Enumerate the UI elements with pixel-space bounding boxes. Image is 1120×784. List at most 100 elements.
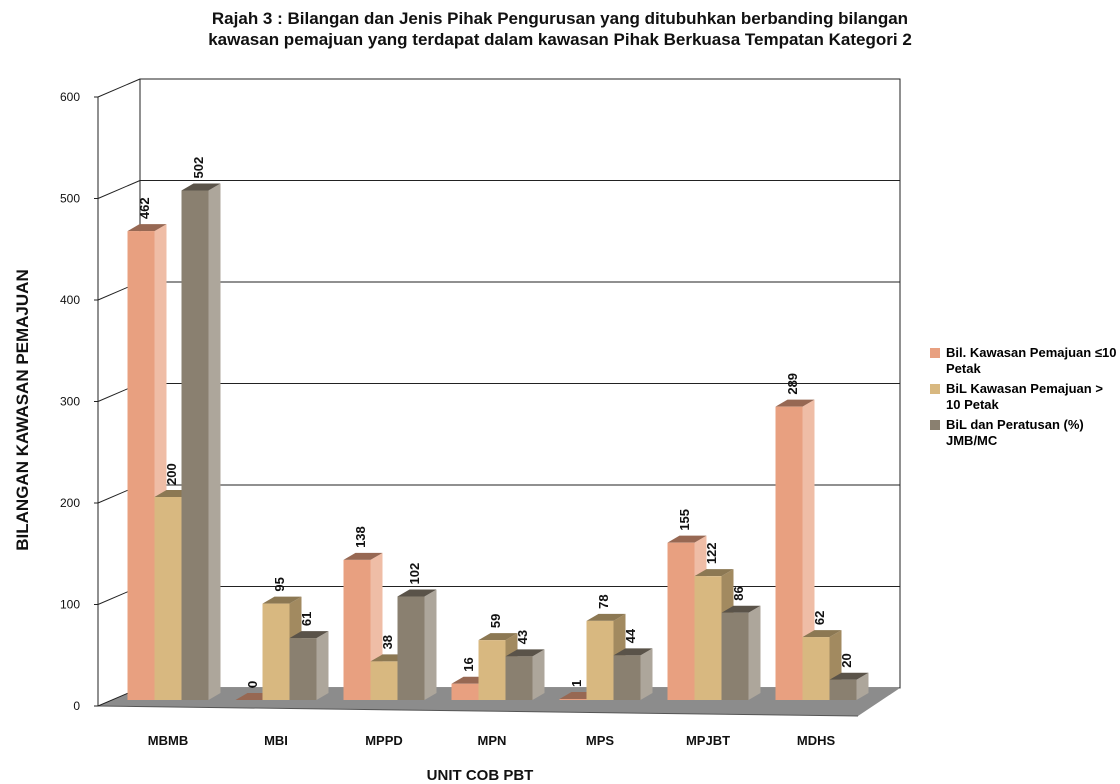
bar-side [640, 648, 653, 700]
bar-side [208, 183, 221, 701]
bar-front [667, 542, 695, 700]
bar [343, 552, 383, 700]
bar-front [613, 655, 641, 700]
bar-top [505, 649, 545, 657]
y-tick-label: 0 [73, 699, 80, 713]
y-tick-label: 200 [60, 496, 80, 510]
bar-front [181, 190, 209, 700]
legend-swatch [930, 348, 940, 358]
value-label: 102 [407, 563, 422, 585]
bar-side [424, 589, 437, 700]
bar-front [262, 603, 290, 700]
bar-front [343, 559, 371, 700]
x-tick-label: MPN [478, 733, 507, 748]
bar [397, 589, 437, 700]
bar [829, 672, 869, 700]
x-tick-label: MPS [586, 733, 615, 748]
bar [289, 631, 329, 700]
x-tick-label: MDHS [797, 733, 836, 748]
bar-front [154, 497, 182, 700]
bar-front [505, 656, 533, 700]
bar-front [802, 637, 830, 700]
bar-top [478, 633, 518, 641]
x-tick-label: MPPD [365, 733, 403, 748]
bar-side [802, 399, 815, 700]
bar-top [262, 596, 302, 604]
bar-front [829, 679, 857, 700]
bar [505, 649, 545, 700]
y-tick-label: 100 [60, 598, 80, 612]
value-label: 86 [731, 586, 746, 600]
value-label: 61 [299, 612, 314, 626]
value-label: 43 [515, 630, 530, 644]
bar-side [856, 672, 869, 700]
side-grid-line [97, 180, 141, 199]
bar-top [667, 535, 707, 543]
bar-top [127, 224, 167, 232]
bar-top [721, 605, 761, 613]
value-label: 0 [245, 681, 260, 688]
value-label: 44 [623, 628, 638, 643]
y-axis-label: BILANGAN KAWASAN PEMAJUAN [13, 269, 32, 550]
value-label: 138 [353, 526, 368, 548]
y-tick-label: 600 [60, 90, 80, 104]
value-label: 462 [137, 197, 152, 219]
bar-side [748, 605, 761, 700]
bar [181, 183, 221, 701]
x-tick-label: MBMB [148, 733, 188, 748]
bar-front [451, 683, 479, 700]
bar-top [775, 399, 815, 407]
legend-item: BiL dan Peratusan (%) JMB/MC [930, 417, 1120, 449]
bar-top [343, 552, 383, 560]
value-label: 16 [461, 657, 476, 671]
bar-front [370, 661, 398, 700]
bar-top [181, 183, 221, 191]
value-label: 1 [569, 680, 584, 687]
bar-top [694, 569, 734, 577]
bar-top [289, 631, 329, 639]
bar-top [802, 630, 842, 638]
value-label: 59 [488, 614, 503, 628]
legend-item: Bil. Kawasan Pemajuan ≤10 Petak [930, 345, 1120, 377]
legend-swatch [930, 420, 940, 430]
bar-front [289, 638, 317, 700]
bar-front [397, 596, 425, 700]
bar-side [316, 631, 329, 700]
bar [721, 605, 761, 700]
bar [775, 399, 815, 700]
value-label: 20 [839, 653, 854, 667]
title-text: Rajah 3 : Bilangan dan Jenis Pihak Pengu… [208, 9, 912, 49]
bar-side [532, 649, 545, 700]
value-label: 78 [596, 594, 611, 608]
legend-label: BiL dan Peratusan (%) JMB/MC [946, 417, 1084, 448]
legend-label: Bil. Kawasan Pemajuan ≤10 Petak [946, 345, 1117, 376]
legend-label: BiL Kawasan Pemajuan > 10 Petak [946, 381, 1103, 412]
axis-line [97, 705, 859, 717]
bar-top [397, 589, 437, 597]
chart-title: Rajah 3 : Bilangan dan Jenis Pihak Pengu… [60, 8, 1060, 50]
bar-front [775, 406, 803, 700]
value-label: 502 [191, 157, 206, 179]
value-label: 38 [380, 635, 395, 649]
x-axis-label: UNIT COB PBT [427, 767, 534, 784]
bar-top [829, 672, 869, 680]
bar [613, 648, 653, 700]
legend-swatch [930, 384, 940, 394]
value-label: 122 [704, 542, 719, 564]
bar-top [586, 613, 626, 621]
bar-front [127, 231, 155, 700]
legend-item: BiL Kawasan Pemajuan > 10 Petak [930, 381, 1120, 413]
side-grid-line [97, 78, 141, 98]
legend: Bil. Kawasan Pemajuan ≤10 Petak BiL Kawas… [930, 345, 1120, 453]
y-tick-label: 300 [60, 395, 80, 409]
value-label: 95 [272, 577, 287, 591]
bar-front [478, 640, 506, 700]
x-tick-label: MBI [264, 733, 288, 748]
value-label: 289 [785, 373, 800, 395]
bar-front [721, 612, 749, 700]
bar-top [613, 648, 653, 656]
bar-front [559, 698, 587, 700]
bar-front [586, 620, 614, 700]
x-tick-label: MPJBT [686, 733, 730, 748]
